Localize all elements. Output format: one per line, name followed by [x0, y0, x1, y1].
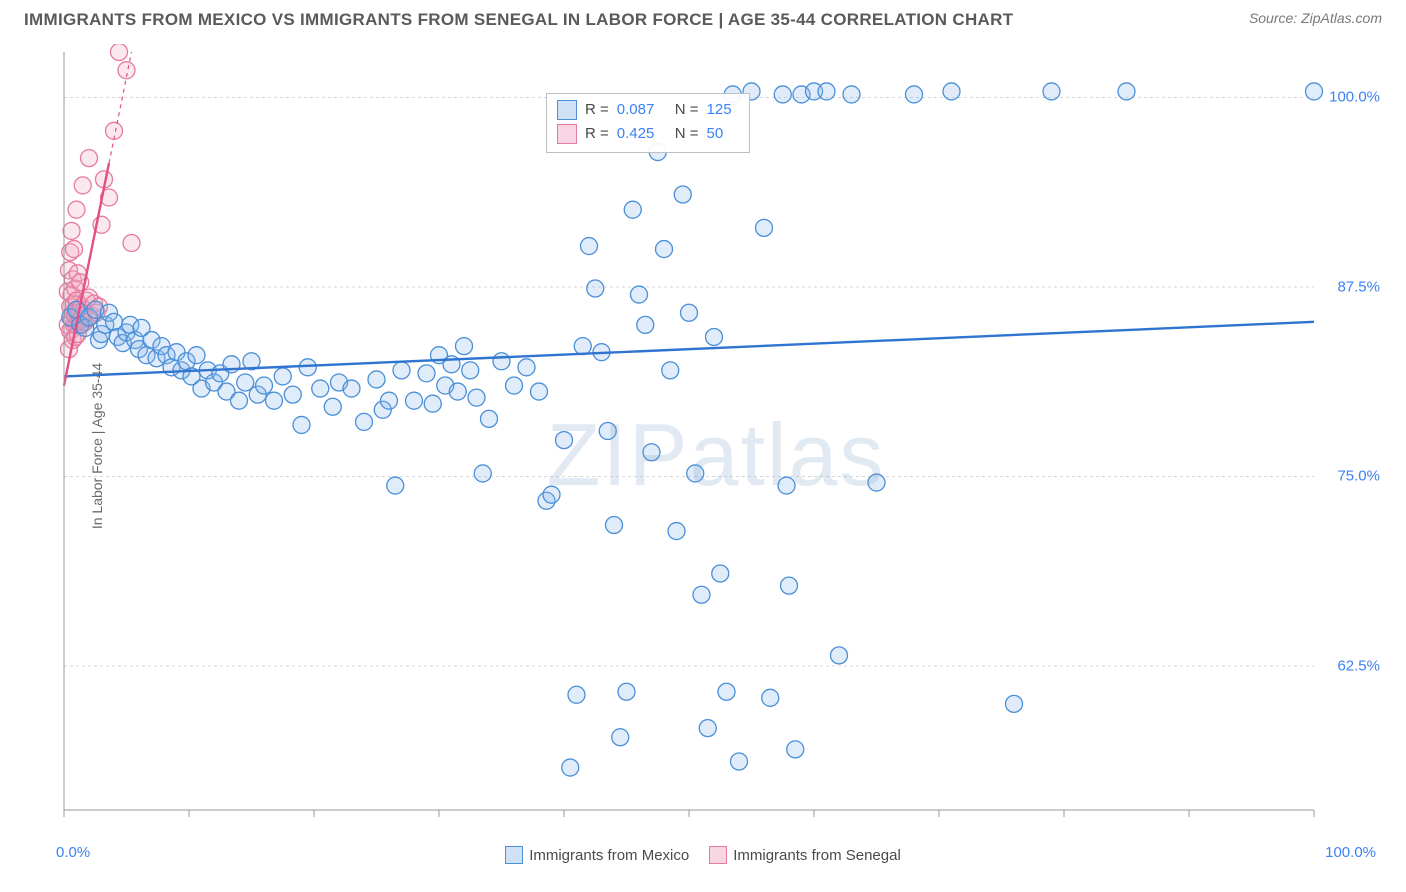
r-value: 0.087 [617, 98, 667, 122]
series-legend: Immigrants from Mexico Immigrants from Se… [0, 846, 1406, 868]
scatter-chart [56, 44, 1376, 834]
r-label: R = [585, 98, 609, 122]
n-label: N = [675, 122, 699, 146]
n-value: 50 [707, 122, 737, 146]
legend-swatch [505, 846, 523, 864]
legend-stat-row: R = 0.087 N = 125 [557, 98, 737, 122]
y-tick-label: 87.5% [1337, 278, 1380, 295]
legend-swatch [557, 124, 577, 144]
legend-label: Immigrants from Senegal [733, 847, 901, 864]
y-tick-label: 100.0% [1329, 89, 1380, 106]
legend-swatch [557, 100, 577, 120]
y-tick-label: 62.5% [1337, 657, 1380, 674]
plot-area: ZIPatlas 62.5%75.0%87.5%100.0% R =0.087N… [56, 44, 1376, 834]
legend-item: Immigrants from Senegal [709, 846, 901, 864]
correlation-legend: R = 0.087 N = 125 R = 0.425 N = 50 [546, 93, 750, 153]
r-label: R = [585, 122, 609, 146]
source-label: Source: ZipAtlas.com [1249, 10, 1382, 26]
legend-item: Immigrants from Mexico [505, 846, 689, 864]
n-label: N = [675, 98, 699, 122]
y-tick-label: 75.0% [1337, 468, 1380, 485]
legend-swatch [709, 846, 727, 864]
n-value: 125 [707, 98, 737, 122]
legend-label: Immigrants from Mexico [529, 847, 689, 864]
r-value: 0.425 [617, 122, 667, 146]
legend-stat-row: R = 0.425 N = 50 [557, 122, 737, 146]
chart-title: IMMIGRANTS FROM MEXICO VS IMMIGRANTS FRO… [24, 10, 1013, 30]
